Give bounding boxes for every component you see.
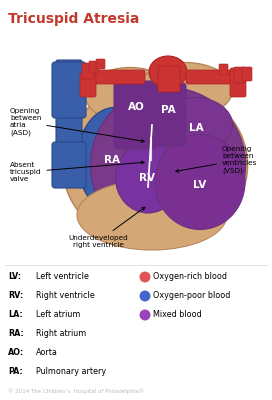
Ellipse shape: [116, 143, 181, 213]
Text: Mixed blood: Mixed blood: [153, 310, 202, 319]
Ellipse shape: [149, 56, 187, 88]
Text: AO: AO: [128, 102, 144, 112]
FancyBboxPatch shape: [219, 64, 228, 75]
FancyBboxPatch shape: [89, 61, 99, 73]
Text: Right ventricle: Right ventricle: [36, 291, 95, 300]
Text: Underdeveloped
right ventricle: Underdeveloped right ventricle: [68, 207, 145, 248]
Text: LV:: LV:: [8, 272, 21, 281]
Text: RA:: RA:: [8, 329, 24, 338]
Ellipse shape: [78, 108, 153, 212]
Ellipse shape: [138, 62, 233, 118]
FancyBboxPatch shape: [52, 142, 86, 188]
FancyBboxPatch shape: [114, 81, 157, 149]
Text: Opening
between
atria
(ASD): Opening between atria (ASD): [10, 108, 144, 142]
Ellipse shape: [63, 82, 248, 248]
Text: RA: RA: [104, 155, 120, 165]
FancyBboxPatch shape: [234, 67, 245, 83]
FancyBboxPatch shape: [230, 68, 246, 97]
FancyBboxPatch shape: [186, 70, 240, 84]
Ellipse shape: [157, 98, 233, 152]
Text: Aorta: Aorta: [36, 348, 58, 357]
Circle shape: [140, 310, 150, 320]
FancyBboxPatch shape: [80, 73, 96, 97]
Text: AO:: AO:: [8, 348, 24, 357]
FancyBboxPatch shape: [52, 62, 86, 118]
Text: RV:: RV:: [8, 291, 23, 300]
Text: Pulmonary artery: Pulmonary artery: [36, 367, 106, 376]
Text: Oxygen-poor blood: Oxygen-poor blood: [153, 291, 230, 300]
Text: © 2014 The Children’s  Hospital of Philadelphia®: © 2014 The Children’s Hospital of Philad…: [8, 388, 144, 394]
Ellipse shape: [91, 88, 246, 242]
FancyBboxPatch shape: [148, 83, 186, 146]
Circle shape: [140, 290, 150, 302]
Text: Left ventricle: Left ventricle: [36, 272, 89, 281]
Text: Opening
between
ventricles
(VSD): Opening between ventricles (VSD): [176, 146, 257, 174]
Text: RV: RV: [139, 173, 155, 183]
Ellipse shape: [77, 180, 227, 250]
Text: Tricuspid Atresia: Tricuspid Atresia: [8, 12, 139, 26]
FancyBboxPatch shape: [242, 67, 252, 81]
FancyBboxPatch shape: [86, 70, 145, 84]
Text: LA:: LA:: [8, 310, 23, 319]
Text: Oxygen-rich blood: Oxygen-rich blood: [153, 272, 227, 281]
FancyBboxPatch shape: [56, 60, 82, 184]
Ellipse shape: [85, 68, 175, 122]
Text: PA: PA: [161, 105, 175, 115]
Text: LA: LA: [189, 123, 203, 133]
FancyBboxPatch shape: [158, 66, 180, 92]
FancyBboxPatch shape: [82, 63, 94, 79]
Text: PA:: PA:: [8, 367, 23, 376]
Circle shape: [140, 272, 150, 282]
Text: Left atrium: Left atrium: [36, 310, 80, 319]
FancyBboxPatch shape: [96, 59, 105, 69]
Text: Absent
tricuspid
valve: Absent tricuspid valve: [10, 161, 144, 182]
Text: LV: LV: [193, 180, 207, 190]
Text: Right atrium: Right atrium: [36, 329, 86, 338]
Ellipse shape: [155, 134, 245, 230]
